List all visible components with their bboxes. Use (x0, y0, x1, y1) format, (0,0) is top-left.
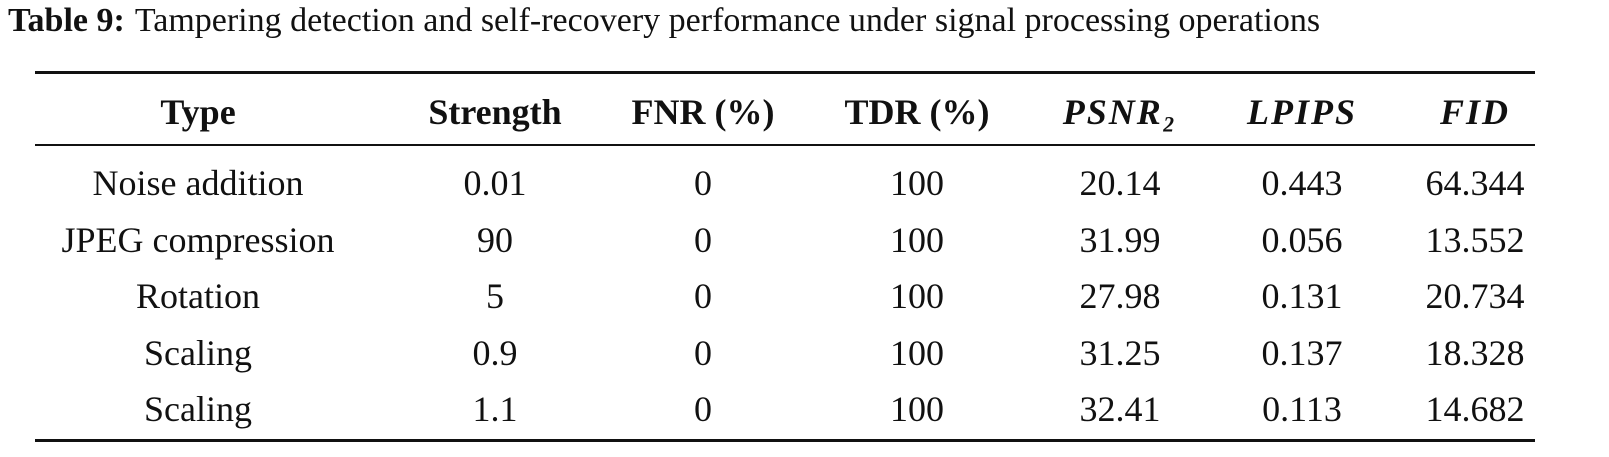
table-cell: 0 (694, 276, 712, 316)
table-cell: 31.99 (1079, 219, 1161, 260)
caption: Table 9: Tampering detection and self-rec… (8, 2, 1320, 40)
table-cell: 90 (477, 219, 513, 260)
table-cell: 0.01 (463, 163, 527, 203)
table-cell: 0.131 (1261, 276, 1343, 316)
table-cell: 100 (890, 389, 944, 429)
table-cell: 0 (694, 389, 712, 429)
table-cell: 100 (890, 276, 944, 316)
table-cell: 27.98 (1079, 276, 1161, 316)
table-cell: 0.443 (1261, 163, 1343, 203)
table-cell: 20.734 (1425, 276, 1525, 316)
caption-label: Table 9: (8, 2, 125, 39)
table-cell: 32.41 (1079, 389, 1161, 429)
bottom-rule (35, 439, 1535, 442)
table-cell: 0.137 (1261, 332, 1343, 373)
table-cell: Noise addition (92, 163, 304, 203)
table-cell: 1.1 (472, 389, 518, 429)
table-cell: Scaling (144, 389, 252, 429)
table-cell: 5 (486, 276, 504, 316)
table-cell: 100 (890, 332, 944, 373)
table-cell: 18.328 (1425, 332, 1525, 373)
table-cell: Scaling (144, 332, 252, 373)
table-cell: Rotation (136, 276, 260, 316)
header-cell: TDR (%) (844, 92, 990, 132)
table-cell: 0 (694, 219, 712, 260)
table-cell: 0.9 (472, 332, 518, 373)
table-cell: 64.344 (1425, 163, 1525, 203)
table-cell: 14.682 (1425, 389, 1525, 429)
table-cell: 0 (694, 163, 712, 203)
header-cell: PSNR₂ (1062, 92, 1178, 132)
header-cell: FNR (%) (631, 92, 775, 132)
table-cell: JPEG compression (61, 219, 335, 260)
table-cell: 100 (890, 219, 944, 260)
table-cell: 20.14 (1079, 163, 1161, 203)
caption-text: Tampering detection and self-recovery pe… (134, 2, 1321, 39)
header-cell: Strength (428, 92, 562, 132)
header-cell: Type (160, 92, 236, 132)
table-cell: 0.113 (1262, 389, 1342, 429)
mid-rule (35, 144, 1535, 146)
header-cell: LPIPS (1246, 92, 1358, 132)
table-cell: 13.552 (1425, 219, 1525, 260)
table-cell: 31.25 (1079, 332, 1161, 373)
top-rule (35, 71, 1535, 74)
table-cell: 0.056 (1261, 219, 1343, 260)
header-cell: FID (1439, 92, 1511, 132)
table-cell: 0 (694, 332, 712, 373)
table-cell: 100 (890, 163, 944, 203)
